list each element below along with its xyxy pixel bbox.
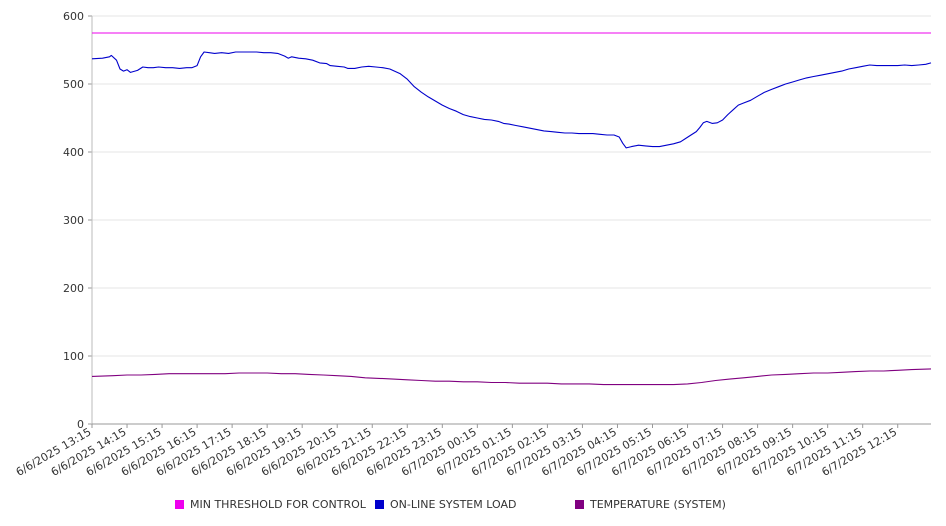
legend-item-online-system-load[interactable]: ON-LINE SYSTEM LOAD	[375, 498, 516, 511]
gridlines	[92, 15, 931, 357]
ytick-label: 600	[63, 10, 84, 23]
axes	[88, 15, 931, 428]
y-tick-labels: 0 100 200 300 400 500 600	[63, 10, 84, 431]
ytick-label: 200	[63, 282, 84, 295]
legend-label-min-threshold: MIN THRESHOLD FOR CONTROL	[190, 498, 366, 511]
legend-swatch-temperature-system	[575, 500, 584, 509]
ytick-label: 400	[63, 146, 84, 159]
series-line-temperature-system	[91, 368, 932, 386]
legend-item-temperature-system[interactable]: TEMPERATURE (SYSTEM)	[575, 498, 726, 511]
ytick-label: 500	[63, 78, 84, 91]
series-lines	[91, 32, 932, 386]
ytick-label: 0	[77, 418, 84, 431]
legend-label-temperature-system: TEMPERATURE (SYSTEM)	[590, 498, 726, 511]
series-line-on-line-system-load	[91, 51, 932, 149]
ytick-label: 100	[63, 350, 84, 363]
legend-item-min-threshold[interactable]: MIN THRESHOLD FOR CONTROL	[175, 498, 366, 511]
legend-swatch-online-system-load	[375, 500, 384, 509]
ytick-label: 300	[63, 214, 84, 227]
x-tick-labels: 6/6/2025 13:156/6/2025 14:156/6/2025 15:…	[14, 425, 899, 479]
legend-swatch-min-threshold	[175, 500, 184, 509]
legend: MIN THRESHOLD FOR CONTROL ON-LINE SYSTEM…	[0, 498, 946, 514]
legend-label-online-system-load: ON-LINE SYSTEM LOAD	[390, 498, 517, 511]
